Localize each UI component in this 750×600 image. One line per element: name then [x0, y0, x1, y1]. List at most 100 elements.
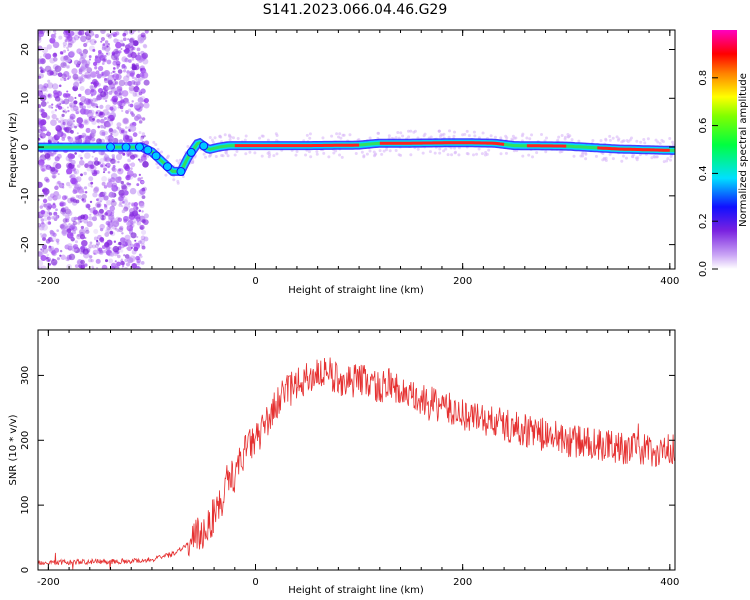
noise-point: [66, 231, 74, 239]
noise-point: [108, 258, 114, 264]
noise-point: [86, 221, 93, 228]
halo-point: [566, 135, 570, 139]
noise-point: [106, 226, 111, 231]
noise-point: [85, 138, 91, 144]
halo-point: [307, 150, 311, 154]
halo-point: [233, 153, 237, 157]
ridge-hot: [379, 141, 505, 146]
noise-point: [130, 80, 136, 85]
noise-point: [59, 116, 64, 121]
noise-point: [40, 254, 47, 262]
noise-point: [89, 38, 97, 46]
noise-point: [51, 83, 59, 90]
noise-point: [135, 255, 140, 261]
noise-point: [121, 66, 124, 69]
noise-point: [55, 194, 62, 200]
noise-point: [92, 97, 97, 103]
noise-point: [126, 170, 134, 177]
noise-point: [111, 51, 116, 55]
noise-point: [138, 240, 142, 245]
noise-point: [69, 50, 76, 57]
noise-point: [50, 152, 54, 157]
noise-point: [128, 202, 131, 205]
noise-point: [133, 221, 136, 224]
noise-point: [50, 166, 56, 172]
noise-point: [41, 168, 45, 172]
halo-point: [338, 132, 342, 136]
noise-point: [66, 118, 74, 125]
noise-point: [120, 39, 123, 43]
noise-point: [41, 202, 46, 208]
noise-point: [122, 69, 127, 73]
noise-point: [100, 91, 107, 98]
noise-point: [109, 83, 116, 90]
noise-point: [138, 253, 142, 257]
noise-point: [71, 167, 76, 172]
noise-point: [92, 117, 95, 121]
noise-point: [73, 216, 78, 221]
noise-point: [47, 135, 54, 141]
halo-point: [666, 157, 670, 161]
noise-point: [84, 120, 88, 124]
noise-point: [99, 200, 102, 203]
noise-point: [110, 200, 117, 207]
noise-point: [126, 246, 132, 252]
halo-point: [622, 139, 626, 143]
noise-point: [74, 125, 77, 129]
noise-point: [117, 167, 124, 175]
snr-panel: -200 0 200 400 0 100 200 300 Height of straight…: [8, 329, 679, 596]
noise-point: [61, 195, 67, 201]
noise-point: [38, 181, 43, 188]
noise-point: [103, 85, 106, 88]
noise-point: [45, 164, 52, 170]
noise-point: [39, 55, 42, 59]
noise-point: [73, 34, 80, 41]
noise-point: [124, 57, 129, 63]
noise-point: [101, 264, 108, 269]
noise-point: [140, 155, 147, 162]
noise-point: [78, 70, 83, 75]
noise-point: [141, 229, 147, 235]
noise-point: [141, 195, 146, 200]
halo-point: [152, 140, 156, 144]
noise-point: [107, 34, 112, 39]
noise-point: [117, 160, 120, 164]
noise-point: [49, 151, 56, 158]
noise-point: [66, 258, 70, 262]
noise-point: [91, 155, 94, 158]
halo-point: [604, 138, 608, 142]
noise-point: [95, 201, 102, 209]
noise-point: [140, 235, 146, 241]
noise-point: [103, 71, 109, 77]
noise-point: [112, 164, 116, 168]
halo-point: [658, 141, 662, 145]
noise-point: [124, 126, 128, 129]
noise-point: [40, 248, 45, 253]
noise-point: [84, 227, 89, 232]
noise-point: [129, 243, 134, 248]
halo-point: [156, 147, 160, 151]
snr-ytick-label: 0: [20, 567, 31, 573]
noise-point: [103, 156, 109, 162]
noise-point: [118, 241, 122, 246]
halo-point: [512, 136, 516, 140]
halo-point: [467, 134, 471, 138]
noise-point: [62, 211, 68, 217]
noise-point: [124, 48, 130, 55]
noise-point: [84, 263, 88, 267]
noise-point: [53, 30, 57, 33]
halo-point: [584, 157, 588, 161]
noise-point: [104, 77, 107, 81]
noise-point: [80, 264, 86, 269]
halo-point: [401, 134, 405, 138]
noise-point: [44, 153, 51, 159]
noise-point: [122, 43, 126, 47]
noise-point: [136, 114, 142, 120]
noise-point: [110, 32, 114, 36]
noise-point: [95, 70, 100, 75]
halo-point: [493, 135, 497, 139]
noise-point: [89, 85, 94, 90]
noise-point: [132, 153, 138, 158]
noise-point: [43, 203, 48, 208]
noise-point: [115, 176, 122, 184]
